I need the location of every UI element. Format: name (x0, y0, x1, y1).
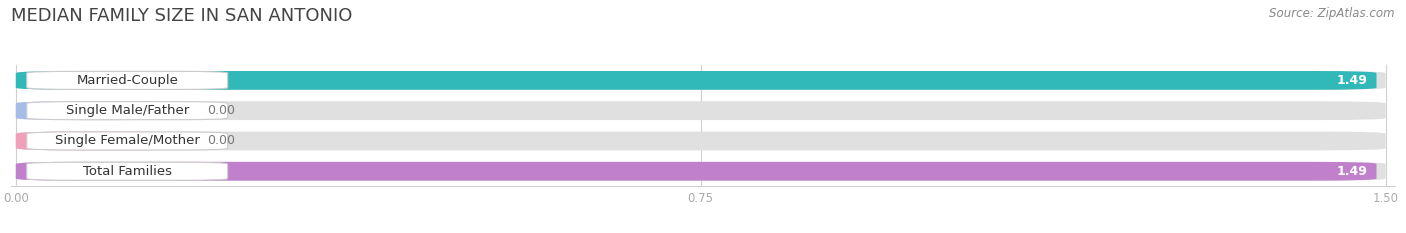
Text: Single Female/Mother: Single Female/Mother (55, 134, 200, 147)
Text: MEDIAN FAMILY SIZE IN SAN ANTONIO: MEDIAN FAMILY SIZE IN SAN ANTONIO (11, 7, 353, 25)
FancyBboxPatch shape (15, 162, 1386, 181)
FancyBboxPatch shape (15, 132, 180, 150)
Text: Single Male/Father: Single Male/Father (66, 104, 188, 117)
FancyBboxPatch shape (15, 71, 1376, 90)
FancyBboxPatch shape (15, 101, 180, 120)
FancyBboxPatch shape (15, 101, 1386, 120)
FancyBboxPatch shape (15, 132, 1386, 150)
FancyBboxPatch shape (27, 102, 228, 120)
FancyBboxPatch shape (27, 162, 228, 180)
Text: 0.00: 0.00 (208, 134, 236, 147)
Text: 0.00: 0.00 (208, 104, 236, 117)
FancyBboxPatch shape (15, 71, 1386, 90)
Text: Married-Couple: Married-Couple (76, 74, 179, 87)
FancyBboxPatch shape (27, 71, 228, 89)
Text: Source: ZipAtlas.com: Source: ZipAtlas.com (1270, 7, 1395, 20)
FancyBboxPatch shape (15, 162, 1376, 181)
Text: Total Families: Total Families (83, 165, 172, 178)
FancyBboxPatch shape (27, 132, 228, 150)
Text: 1.49: 1.49 (1337, 74, 1368, 87)
Text: 1.49: 1.49 (1337, 165, 1368, 178)
